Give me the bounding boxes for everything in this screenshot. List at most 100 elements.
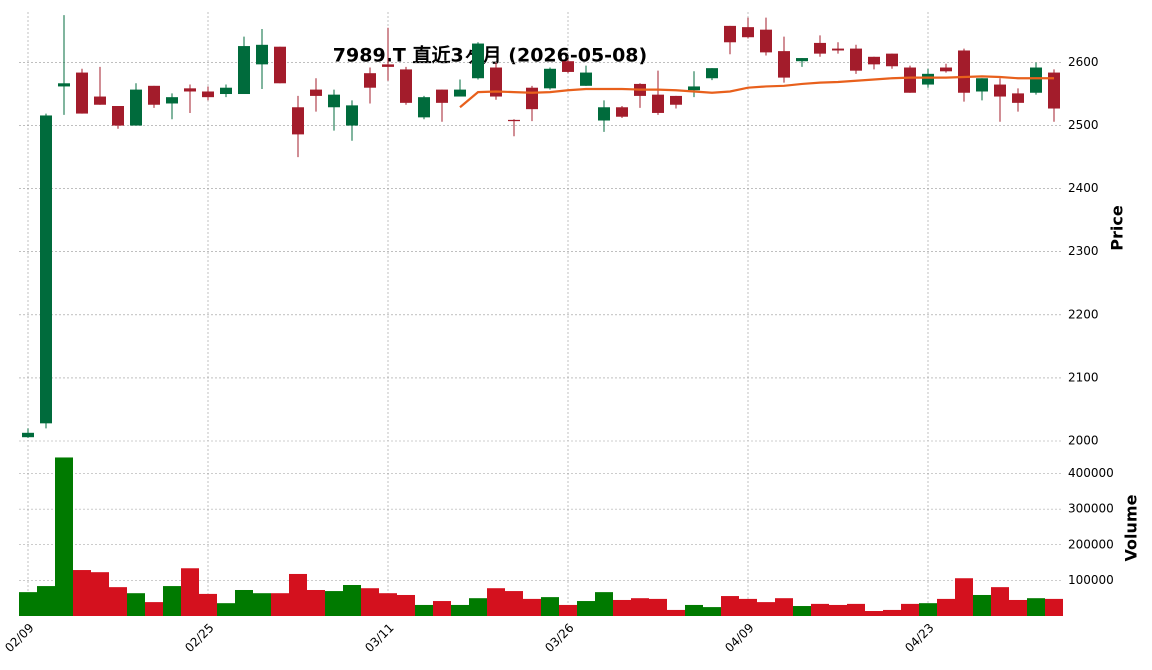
- x-tick-label: 02/25: [182, 621, 216, 655]
- volume-bar: [199, 593, 217, 616]
- volume-bar: [721, 596, 739, 616]
- candle-body: [760, 29, 772, 53]
- volume-bar: [901, 603, 919, 616]
- volume-bar: [271, 593, 289, 616]
- candle-body: [724, 25, 736, 43]
- volume-bar: [883, 609, 901, 616]
- x-tick-label: 02/09: [2, 621, 36, 655]
- volume-bar: [919, 603, 937, 616]
- candle-body: [40, 115, 52, 424]
- candle-body: [382, 64, 394, 67]
- candle-body: [940, 67, 952, 72]
- candle-body: [94, 96, 106, 105]
- candle-body: [292, 107, 304, 135]
- volume-bar: [523, 598, 541, 616]
- volume-tick-label: 100000: [1068, 573, 1114, 587]
- volume-bar: [793, 606, 811, 616]
- volume-axis-label: Volume: [1122, 494, 1141, 561]
- volume-bar: [667, 609, 685, 616]
- volume-bar: [127, 593, 145, 616]
- volume-bar: [253, 593, 271, 616]
- y-axis-label: Price: [1108, 205, 1127, 251]
- moving-average-line: [459, 75, 1054, 109]
- candle-body: [184, 88, 196, 92]
- candle-body: [472, 43, 484, 79]
- candle-body: [580, 72, 592, 86]
- candle-body: [886, 53, 898, 67]
- volume-bar: [487, 588, 505, 616]
- volume-bar: [1045, 598, 1063, 616]
- candle-body: [256, 44, 268, 65]
- volume-bar: [577, 601, 595, 616]
- candle-body: [1030, 67, 1042, 93]
- y-tick-label: 2000: [1068, 434, 1099, 448]
- volume-bar: [631, 598, 649, 616]
- candle-body: [364, 73, 376, 88]
- volume-bar: [739, 598, 757, 616]
- candle-body: [148, 85, 160, 105]
- volume-bar: [811, 603, 829, 616]
- candle-body: [688, 86, 700, 91]
- x-tick-label: 04/23: [902, 621, 936, 655]
- volume-bar: [73, 570, 91, 616]
- candle-body: [616, 107, 628, 117]
- volume-bar: [703, 607, 721, 616]
- volume-bar: [559, 604, 577, 616]
- candle-body: [400, 69, 412, 103]
- candle-body: [202, 91, 214, 98]
- candle-body: [598, 107, 610, 121]
- volume-bar: [343, 585, 361, 616]
- volume-bar: [469, 598, 487, 616]
- candle-body: [976, 78, 988, 92]
- candle-body: [76, 72, 88, 114]
- y-tick-label: 2100: [1068, 370, 1099, 384]
- candle-body: [454, 89, 466, 97]
- x-tick-label: 03/26: [542, 621, 576, 655]
- candle-body: [922, 73, 934, 85]
- volume-bar: [955, 578, 973, 616]
- volume-bar: [307, 589, 325, 616]
- volume-bar: [685, 604, 703, 616]
- candle-body: [904, 67, 916, 93]
- y-tick-label: 2500: [1068, 118, 1099, 132]
- candle-body: [274, 46, 286, 84]
- y-tick-label: 2400: [1068, 181, 1099, 195]
- chart-title: 7989.T 直近3ヶ月 (2026-05-08): [333, 44, 647, 67]
- candle-body: [850, 48, 862, 71]
- candle-body: [832, 48, 844, 51]
- volume-bar: [595, 592, 613, 616]
- volume-bar: [541, 597, 559, 616]
- volume-bar: [865, 611, 883, 616]
- candle-body: [526, 87, 538, 110]
- y-tick-label: 2200: [1068, 307, 1099, 321]
- candle-body: [310, 89, 322, 96]
- candle-body: [868, 56, 880, 65]
- volume-tick-label: 200000: [1068, 537, 1114, 551]
- volume-bar: [415, 604, 433, 616]
- volume-bar: [289, 573, 307, 616]
- volume-bar: [757, 602, 775, 616]
- volume-bar: [613, 599, 631, 616]
- candle-body: [112, 106, 124, 126]
- volume-bar: [235, 589, 253, 616]
- volume-bar: [973, 594, 991, 616]
- volume-bar: [379, 593, 397, 616]
- volume-bar: [91, 572, 109, 616]
- volume-bar: [181, 568, 199, 616]
- candle-body: [166, 97, 178, 104]
- volume-bar: [19, 592, 37, 616]
- volume-bar: [217, 603, 235, 616]
- volume-bar: [451, 604, 469, 616]
- volume-bar: [145, 602, 163, 616]
- candle-body: [1048, 72, 1060, 109]
- candle-body: [130, 89, 142, 126]
- candle-body: [706, 68, 718, 79]
- candle-body: [958, 50, 970, 93]
- candle-body: [58, 83, 70, 87]
- x-tick-label: 04/09: [722, 621, 756, 655]
- candle-body: [742, 27, 754, 38]
- candle-body: [994, 84, 1006, 97]
- candle-body: [346, 105, 358, 126]
- volume-bar: [1009, 599, 1027, 616]
